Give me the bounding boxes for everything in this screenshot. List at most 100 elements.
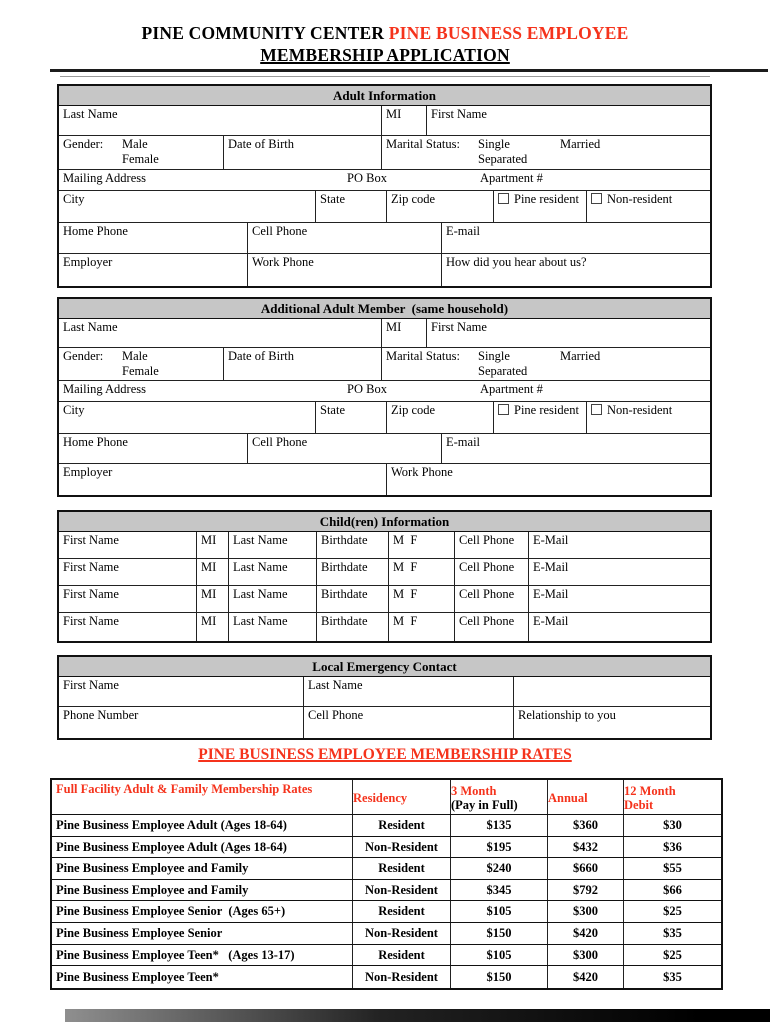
adult-marital-cell[interactable]: Marital Status: Single Married Separated xyxy=(382,136,710,169)
gender-female-option[interactable]: Female xyxy=(122,152,159,166)
gender-label: Gender: xyxy=(63,137,104,151)
city-label: City xyxy=(63,192,85,206)
child-last-name-cell[interactable]: Last Name xyxy=(229,586,317,612)
child-birthdate-cell[interactable]: Birthdate xyxy=(317,613,389,641)
child-cell-phone-cell[interactable]: Cell Phone xyxy=(455,613,529,641)
last-name-label: Last Name xyxy=(63,107,118,121)
child-first-name-cell[interactable]: First Name xyxy=(59,559,197,585)
emergency-blank-cell[interactable] xyxy=(514,677,710,706)
marital-separated-option[interactable]: Separated xyxy=(478,364,528,378)
marital-status-label: Marital Status: xyxy=(386,349,460,363)
children-information-section: Child(ren) Information First Name MI Las… xyxy=(57,510,712,643)
adult-zip-cell[interactable]: Zip code xyxy=(387,191,494,222)
child-cell-phone-cell[interactable]: Cell Phone xyxy=(455,586,529,612)
additional-city-cell[interactable]: City xyxy=(59,402,316,433)
work-phone-label: Work Phone xyxy=(391,465,453,479)
adult-state-cell[interactable]: State xyxy=(316,191,387,222)
additional-email-cell[interactable]: E-mail xyxy=(442,434,710,463)
adult-employer-cell[interactable]: Employer xyxy=(59,254,248,286)
child-last-name-cell[interactable]: Last Name xyxy=(229,613,317,641)
child-first-name-cell[interactable]: First Name xyxy=(59,586,197,612)
emergency-phone-number-cell[interactable]: Phone Number xyxy=(59,707,304,738)
pine-resident-checkbox[interactable] xyxy=(498,193,509,204)
child-email-cell[interactable]: E-Mail xyxy=(529,613,710,641)
child-gender-cell[interactable]: M F xyxy=(389,613,455,641)
child-mi-cell[interactable]: MI xyxy=(197,532,229,558)
title-line2: MEMBERSHIP APPLICATION xyxy=(260,45,510,65)
last-name-label: Last Name xyxy=(233,560,288,574)
adult-city-cell[interactable]: City xyxy=(59,191,316,222)
marital-married-option[interactable]: Married xyxy=(560,349,601,363)
rates-header-residency: Residency xyxy=(353,780,451,814)
gender-male-option[interactable]: Male xyxy=(122,137,148,151)
child-cell-phone-cell[interactable]: Cell Phone xyxy=(455,532,529,558)
rates-annual-price: $792 xyxy=(548,879,624,901)
additional-mi-cell[interactable]: MI xyxy=(382,319,427,347)
emergency-last-name-cell[interactable]: Last Name xyxy=(304,677,514,706)
rates-annual-price: $660 xyxy=(548,858,624,879)
adult-mi-cell[interactable]: MI xyxy=(382,106,427,135)
child-row-3: First Name MI Last Name Birthdate M F Ce… xyxy=(59,586,710,613)
additional-employer-cell[interactable]: Employer xyxy=(59,464,387,495)
additional-first-name-cell[interactable]: First Name xyxy=(427,319,710,347)
adult-home-phone-cell[interactable]: Home Phone xyxy=(59,223,248,253)
child-first-name-cell[interactable]: First Name xyxy=(59,532,197,558)
child-birthdate-cell[interactable]: Birthdate xyxy=(317,559,389,585)
additional-cell-phone-cell[interactable]: Cell Phone xyxy=(248,434,442,463)
additional-dob-cell[interactable]: Date of Birth xyxy=(224,348,382,380)
child-birthdate-cell[interactable]: Birthdate xyxy=(317,532,389,558)
additional-zip-cell[interactable]: Zip code xyxy=(387,402,494,433)
child-first-name-cell[interactable]: First Name xyxy=(59,613,197,641)
rates-annual-price: $300 xyxy=(548,901,624,922)
rates-residency: Non-Resident xyxy=(353,966,451,988)
child-cell-phone-cell[interactable]: Cell Phone xyxy=(455,559,529,585)
adult-non-resident-cell: Non-resident xyxy=(587,191,710,222)
rates-debit-price: $55 xyxy=(663,861,682,876)
additional-home-phone-cell[interactable]: Home Phone xyxy=(59,434,248,463)
additional-mailing-address-cell[interactable]: Mailing Address PO Box Apartment # xyxy=(59,381,710,401)
child-mi-cell[interactable]: MI xyxy=(197,586,229,612)
adult-first-name-cell[interactable]: First Name xyxy=(427,106,710,135)
child-birthdate-cell[interactable]: Birthdate xyxy=(317,586,389,612)
emergency-relationship-cell[interactable]: Relationship to you xyxy=(514,707,710,738)
child-last-name-cell[interactable]: Last Name xyxy=(229,532,317,558)
adult-mailing-address-cell[interactable]: Mailing Address PO Box Apartment # xyxy=(59,170,710,190)
child-email-cell[interactable]: E-Mail xyxy=(529,559,710,585)
rates-residency: Resident xyxy=(353,901,451,922)
marital-single-option[interactable]: Single xyxy=(478,349,510,363)
child-gender-cell[interactable]: M F xyxy=(389,559,455,585)
child-gender-cell[interactable]: M F xyxy=(389,586,455,612)
non-resident-checkbox[interactable] xyxy=(591,193,602,204)
adult-last-name-cell[interactable]: Last Name xyxy=(59,106,382,135)
emergency-first-name-cell[interactable]: First Name xyxy=(59,677,304,706)
child-last-name-cell[interactable]: Last Name xyxy=(229,559,317,585)
gender-male-option[interactable]: Male xyxy=(122,349,148,363)
adult-how-hear-cell[interactable]: How did you hear about us? xyxy=(442,254,710,286)
pine-resident-checkbox[interactable] xyxy=(498,404,509,415)
emergency-cell-phone-cell[interactable]: Cell Phone xyxy=(304,707,514,738)
adult-dob-cell[interactable]: Date of Birth xyxy=(224,136,382,169)
additional-state-cell[interactable]: State xyxy=(316,402,387,433)
adult-gender-cell[interactable]: Gender: Male Female xyxy=(59,136,224,169)
child-email-cell[interactable]: E-Mail xyxy=(529,586,710,612)
child-gender-cell[interactable]: M F xyxy=(389,532,455,558)
adult-email-cell[interactable]: E-mail xyxy=(442,223,710,253)
additional-gender-cell[interactable]: Gender: Male Female xyxy=(59,348,224,380)
additional-last-name-cell[interactable]: Last Name xyxy=(59,319,382,347)
mailing-address-label: Mailing Address xyxy=(63,171,146,185)
child-mi-cell[interactable]: MI xyxy=(197,559,229,585)
adult-work-phone-cell[interactable]: Work Phone xyxy=(248,254,442,286)
birthdate-label: Birthdate xyxy=(321,587,368,601)
non-resident-checkbox[interactable] xyxy=(591,404,602,415)
marital-married-option[interactable]: Married xyxy=(560,137,601,151)
rates-header-row: Full Facility Adult & Family Membership … xyxy=(52,780,721,815)
child-mi-cell[interactable]: MI xyxy=(197,613,229,641)
child-email-cell[interactable]: E-Mail xyxy=(529,532,710,558)
marital-single-option[interactable]: Single xyxy=(478,137,510,151)
additional-work-phone-cell[interactable]: Work Phone xyxy=(387,464,710,495)
gender-female-option[interactable]: Female xyxy=(122,364,159,378)
work-phone-label: Work Phone xyxy=(252,255,314,269)
adult-cell-phone-cell[interactable]: Cell Phone xyxy=(248,223,442,253)
marital-separated-option[interactable]: Separated xyxy=(478,152,528,166)
additional-marital-cell[interactable]: Marital Status: Single Married Separated xyxy=(382,348,710,380)
